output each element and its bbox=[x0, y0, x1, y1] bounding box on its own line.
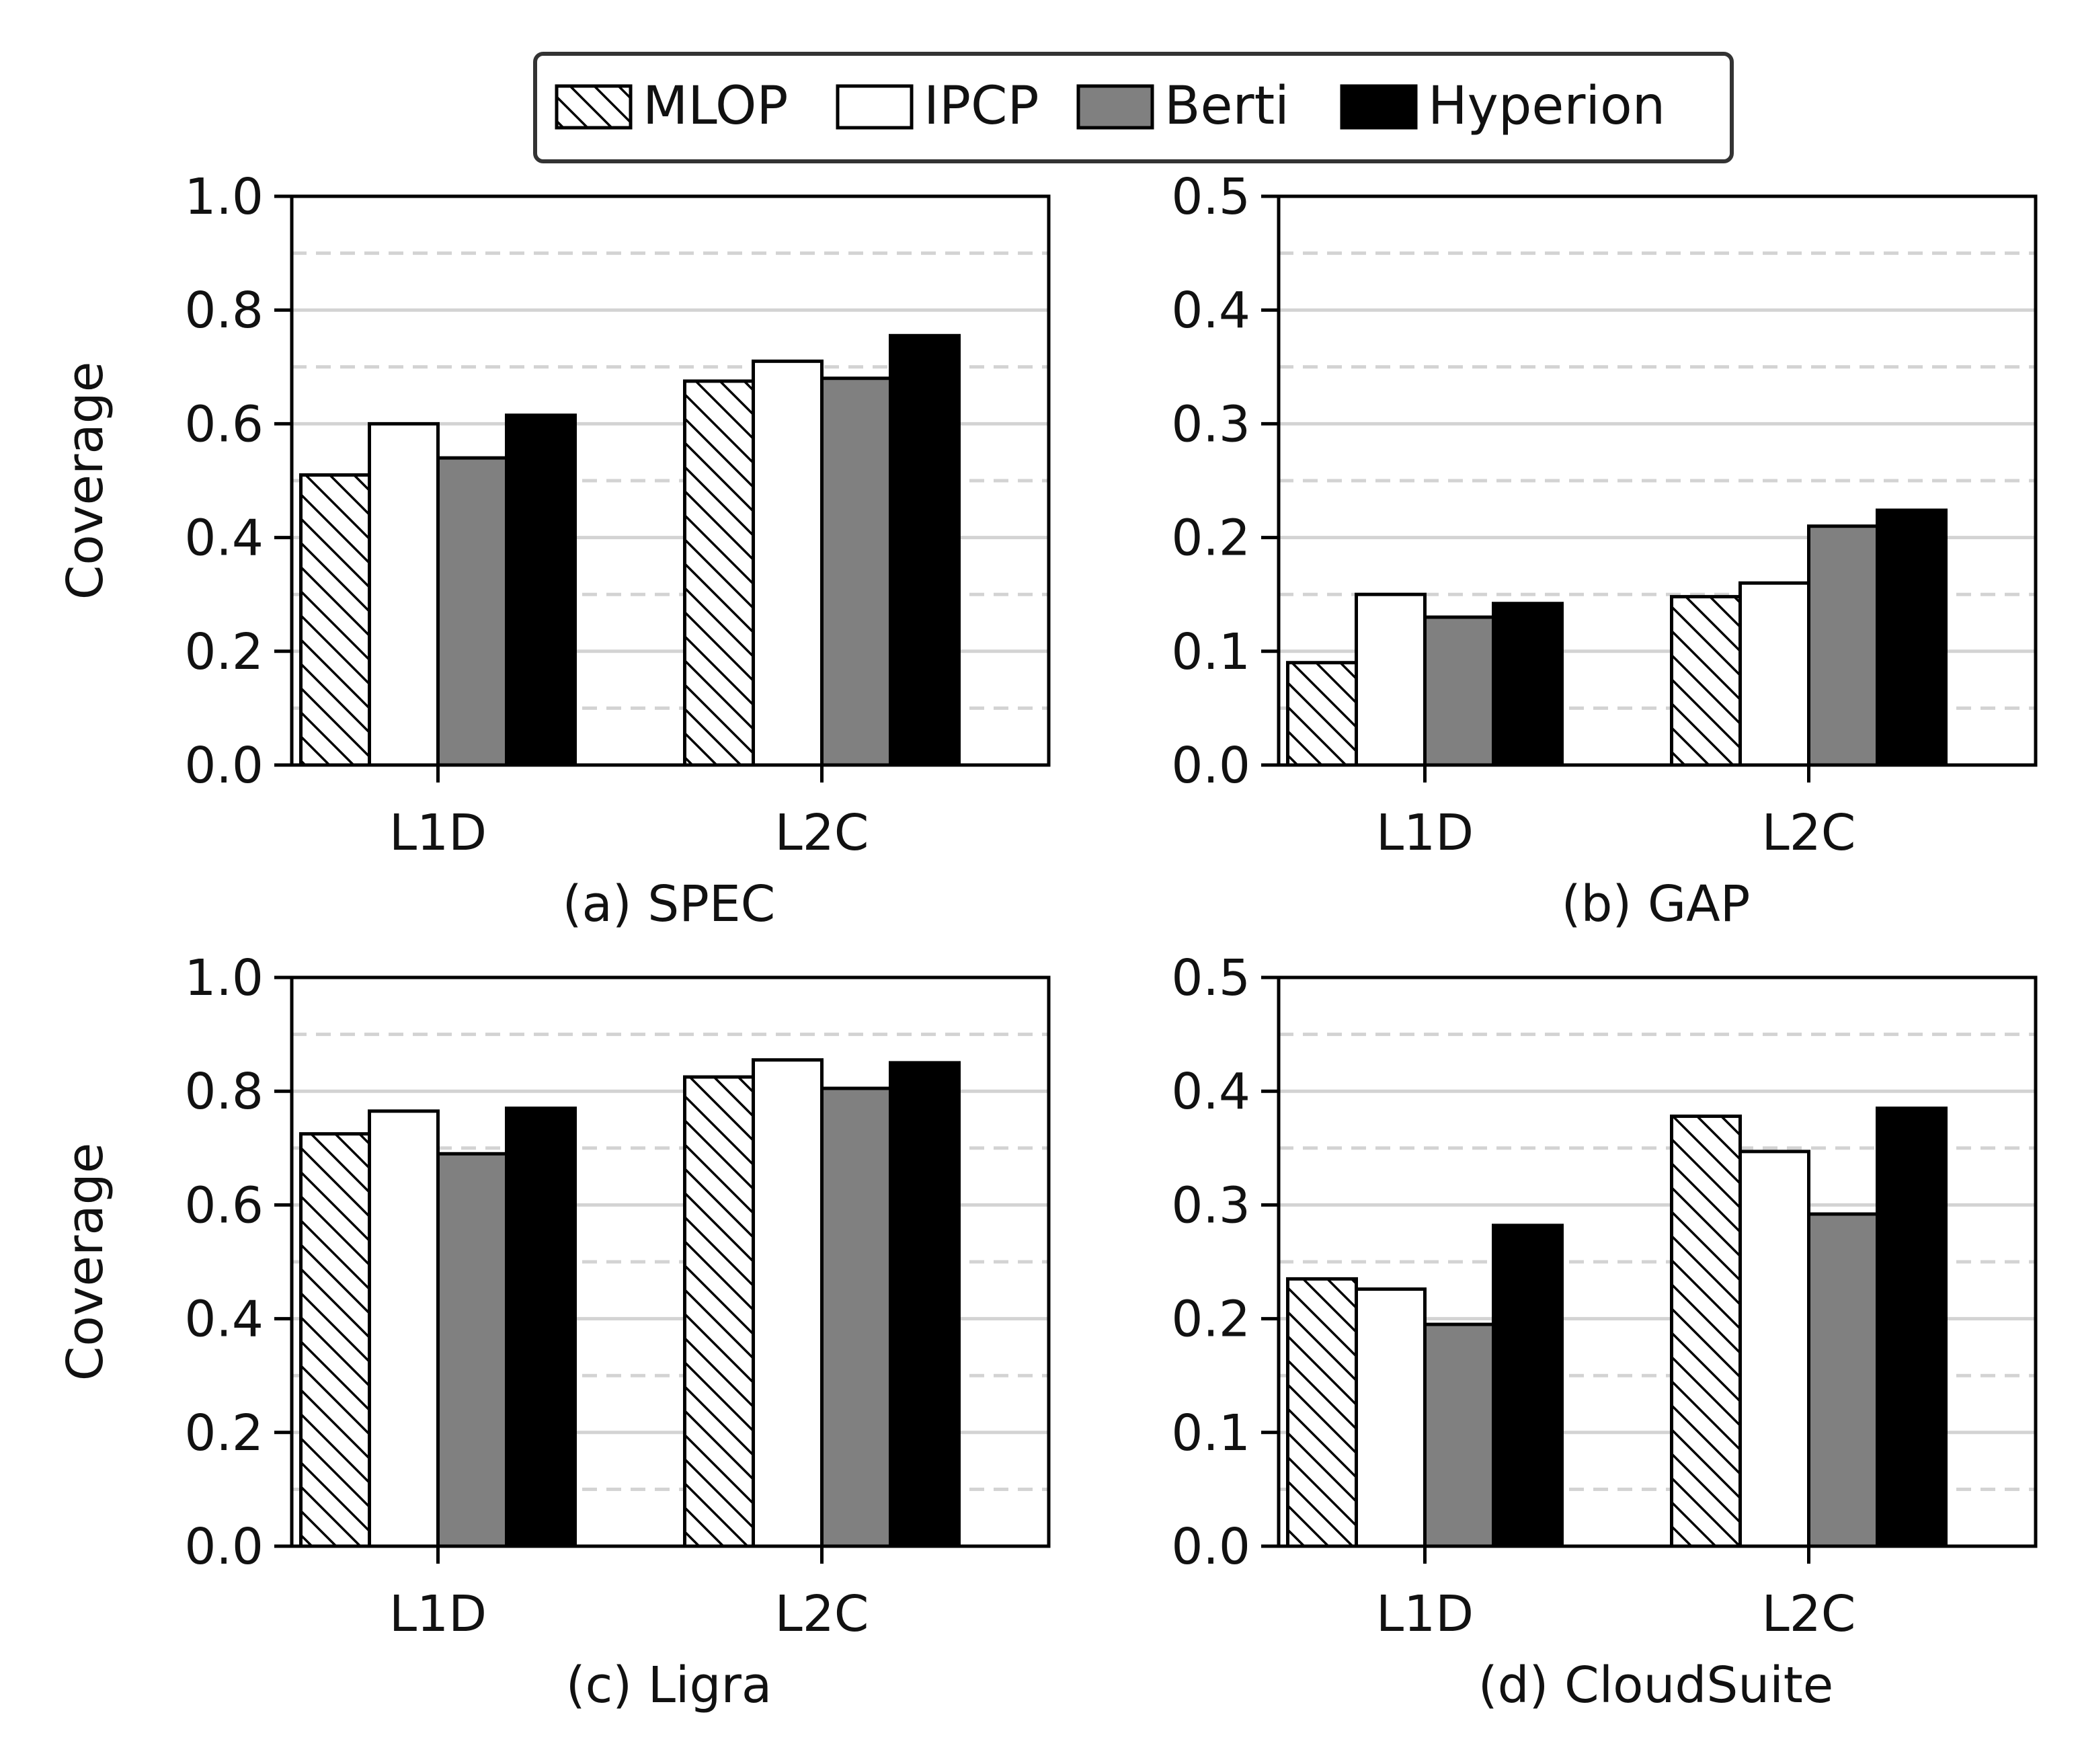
legend-label-ipcp: IPCP bbox=[924, 76, 1039, 136]
y-tick-label: 0.8 bbox=[184, 1063, 264, 1121]
bar-hyperion-l2c bbox=[1876, 508, 1948, 767]
bar-berti-l1d bbox=[436, 456, 508, 767]
y-tick-label: 1.0 bbox=[184, 949, 264, 1007]
bar-ipcp-l1d bbox=[1355, 1287, 1427, 1548]
bar-berti-l2c bbox=[1807, 524, 1879, 767]
bar-mlop-l1d bbox=[299, 473, 371, 767]
bar-ipcp-l2c bbox=[752, 359, 824, 767]
y-tick-label: 0.2 bbox=[184, 1404, 264, 1462]
plot-frame bbox=[1277, 975, 2038, 1548]
y-tick-label: 0.0 bbox=[1171, 1518, 1250, 1576]
bar-mlop-l1d bbox=[1286, 1277, 1358, 1548]
y-tick-label: 0.0 bbox=[184, 737, 264, 795]
bar-ipcp-l1d bbox=[368, 1109, 440, 1548]
panel-caption: (c) Ligra bbox=[566, 1656, 772, 1714]
bar-mlop-l2c bbox=[683, 1075, 755, 1548]
x-tick-label: L1D bbox=[1376, 804, 1474, 862]
y-tick-label: 0.3 bbox=[1171, 1176, 1250, 1234]
x-tick-label: L2C bbox=[775, 1585, 869, 1643]
legend-swatch-ipcp bbox=[836, 84, 914, 130]
panel-cloudsuite: L1D L2C 0.0 0.1 0.2 0.3 0.4 0.5 (d) CloudSuite bbox=[1171, 949, 2038, 1714]
y-tick-label: 0.1 bbox=[1171, 1404, 1250, 1462]
bar-berti-l2c bbox=[820, 376, 892, 767]
y-tick-label: 0.8 bbox=[184, 282, 264, 339]
bar-hyperion-l2c bbox=[889, 333, 961, 767]
y-tick-label: 0.0 bbox=[1171, 737, 1250, 795]
y-tick-label: 0.4 bbox=[184, 1291, 264, 1349]
x-tick-label: L2C bbox=[1762, 1585, 1856, 1643]
y-tick-label: 0.2 bbox=[184, 623, 264, 681]
y-tick-label: 0.6 bbox=[184, 395, 264, 453]
plot-frame bbox=[290, 975, 1051, 1548]
bar-mlop-l2c bbox=[1670, 1114, 1742, 1548]
legend-label-hyperion: Hyperion bbox=[1428, 76, 1665, 136]
x-tick-label: L1D bbox=[1376, 1585, 1474, 1643]
bar-hyperion-l2c bbox=[889, 1061, 961, 1548]
y-tick-label: 1.0 bbox=[184, 168, 264, 226]
y-tick-label: 0.4 bbox=[1171, 1063, 1250, 1121]
bar-hyperion-l2c bbox=[1876, 1107, 1948, 1548]
bar-berti-l2c bbox=[820, 1086, 892, 1548]
legend-swatch-hyperion bbox=[1340, 84, 1418, 130]
panel-ligra: L1D L2C 0.0 0.2 0.4 0.6 0.8 1.0 Coverage (c) Ligr… bbox=[56, 949, 1051, 1714]
y-tick-label: 0.4 bbox=[1171, 282, 1250, 339]
legend: MLOP IPCP Berti Hyperion bbox=[533, 52, 1734, 163]
y-tick-label: 0.4 bbox=[184, 510, 264, 567]
legend-label-mlop: MLOP bbox=[643, 76, 788, 136]
legend-swatch-berti bbox=[1076, 84, 1154, 130]
bar-ipcp-l1d bbox=[1355, 592, 1427, 767]
bar-hyperion-l1d bbox=[505, 1107, 577, 1548]
panel-caption: (a) SPEC bbox=[563, 875, 776, 933]
bar-mlop-l1d bbox=[1286, 661, 1358, 767]
y-axis-label: Coverage bbox=[56, 1143, 114, 1381]
bar-berti-l1d bbox=[1423, 1322, 1495, 1548]
bar-ipcp-l2c bbox=[752, 1058, 824, 1548]
bar-mlop-l2c bbox=[683, 379, 755, 767]
bar-hyperion-l1d bbox=[505, 413, 577, 767]
legend-swatch-mlop bbox=[555, 84, 633, 130]
y-tick-label: 0.2 bbox=[1171, 510, 1250, 567]
y-axis-label: Coverage bbox=[56, 362, 114, 600]
bar-ipcp-l2c bbox=[1738, 1150, 1810, 1548]
y-tick-label: 0.6 bbox=[184, 1176, 264, 1234]
bar-hyperion-l1d bbox=[1492, 602, 1564, 767]
bar-ipcp-l2c bbox=[1738, 581, 1810, 767]
x-tick-label: L2C bbox=[775, 804, 869, 862]
panel-caption: (b) GAP bbox=[1562, 875, 1751, 933]
y-tick-label: 0.1 bbox=[1171, 623, 1250, 681]
x-tick-label: L2C bbox=[1762, 804, 1856, 862]
panel-spec: L1D L2C 0.0 0.2 0.4 0.6 0.8 1.0 Coverage (a) SPEC bbox=[56, 168, 1051, 933]
y-tick-label: 0.0 bbox=[184, 1518, 264, 1576]
x-tick-label: L1D bbox=[389, 1585, 487, 1643]
x-tick-label: L1D bbox=[389, 804, 487, 862]
y-tick-label: 0.5 bbox=[1171, 168, 1250, 226]
bar-berti-l2c bbox=[1807, 1212, 1879, 1548]
panel-gap: L1D L2C 0.0 0.1 0.2 0.3 0.4 0.5 (b) GAP bbox=[1171, 168, 2038, 933]
bar-mlop-l2c bbox=[1670, 595, 1742, 767]
legend-label-berti: Berti bbox=[1164, 76, 1289, 136]
bar-mlop-l1d bbox=[299, 1132, 371, 1548]
bar-berti-l1d bbox=[436, 1152, 508, 1548]
bar-ipcp-l1d bbox=[368, 422, 440, 767]
bar-berti-l1d bbox=[1423, 615, 1495, 767]
y-tick-label: 0.5 bbox=[1171, 949, 1250, 1007]
plot-frame bbox=[1277, 194, 2038, 767]
panel-caption: (d) CloudSuite bbox=[1478, 1656, 1834, 1714]
bar-hyperion-l1d bbox=[1492, 1224, 1564, 1548]
y-tick-label: 0.3 bbox=[1171, 395, 1250, 453]
plot-frame bbox=[290, 194, 1051, 767]
y-tick-label: 0.2 bbox=[1171, 1291, 1250, 1349]
